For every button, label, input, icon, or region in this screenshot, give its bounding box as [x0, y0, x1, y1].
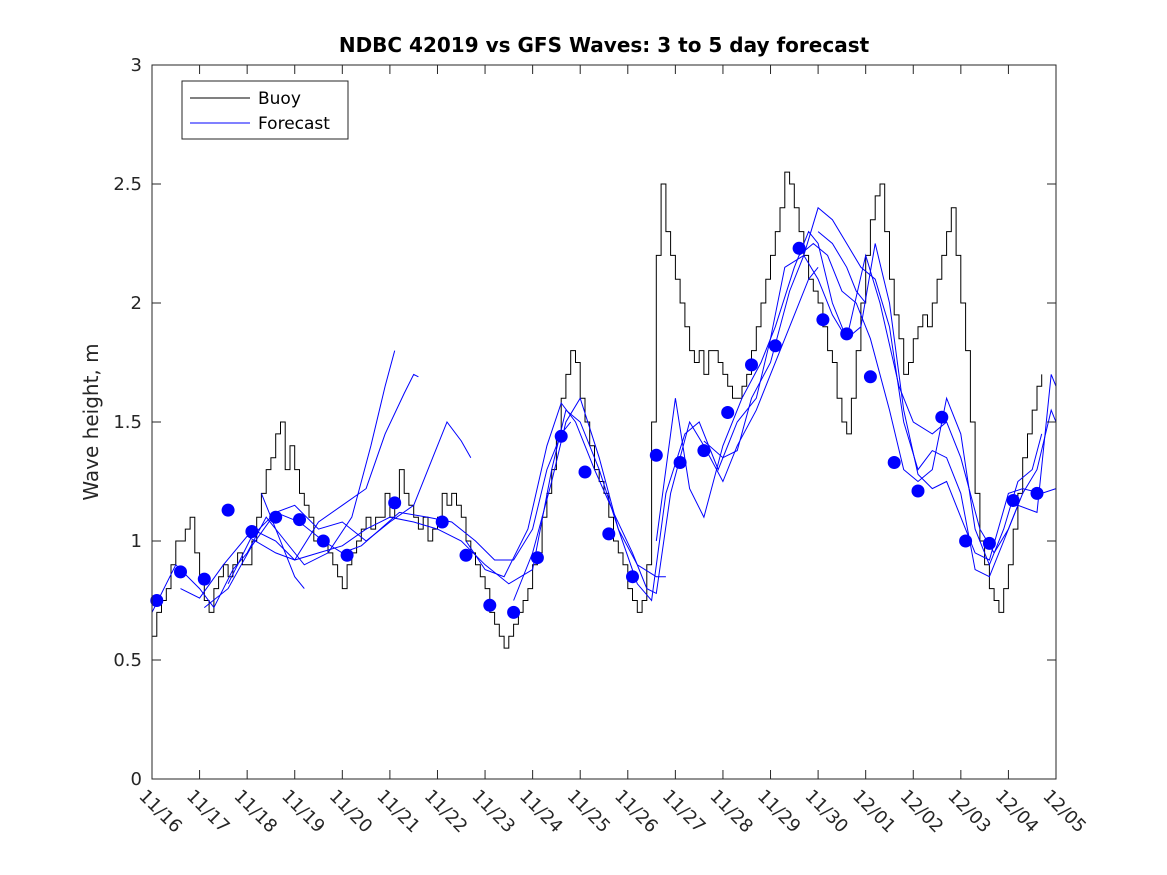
y-tick-label: 1.5 — [113, 412, 142, 433]
forecast-run-line-10 — [703, 206, 1057, 578]
forecast-point-27 — [816, 313, 830, 327]
forecast-run-line-12 — [817, 231, 867, 304]
forecast-point-24 — [745, 358, 758, 372]
forecast-point-29 — [863, 370, 877, 384]
y-tick-label: 0 — [131, 769, 142, 790]
forecast-point-15 — [530, 551, 544, 565]
forecast-point-26 — [792, 241, 806, 255]
forecast-point-22 — [697, 444, 711, 458]
y-tick-label: 1 — [131, 531, 142, 552]
forecast-point-18 — [602, 527, 616, 541]
forecast-point-25 — [768, 339, 782, 353]
forecast-point-28 — [840, 327, 854, 341]
forecast-point-21 — [673, 456, 687, 469]
forecast-run-line-9 — [655, 230, 1057, 561]
forecast-point-5 — [245, 525, 259, 538]
forecast-run-line-2 — [180, 373, 419, 599]
forecast-point-11 — [435, 515, 449, 529]
forecast-point-3 — [197, 572, 211, 586]
y-tick-label: 2.5 — [113, 174, 142, 195]
forecast-point-9 — [340, 548, 354, 562]
plot-background — [152, 65, 1056, 779]
chart-title: NDBC 42019 vs GFS Waves: 3 to 5 day fore… — [339, 33, 870, 57]
legend-forecast-label: Forecast — [258, 114, 330, 134]
forecast-point-33 — [959, 534, 973, 548]
forecast-point-30 — [887, 456, 901, 469]
forecast-point-35 — [1006, 494, 1020, 507]
forecast-run-line-7 — [465, 266, 819, 595]
forecast-run-line-11 — [798, 242, 1043, 567]
forecast-point-32 — [935, 410, 949, 424]
forecast-point-23 — [721, 406, 735, 419]
forecast-point-36 — [1030, 486, 1044, 500]
legend: Buoy Forecast — [181, 80, 349, 140]
forecast-point-7 — [293, 513, 306, 527]
buoy-series-line — [152, 171, 1043, 649]
forecast-point-10 — [388, 496, 402, 510]
forecast-point-12 — [459, 548, 473, 562]
forecast-point-34 — [982, 536, 996, 550]
forecast-point-13 — [483, 598, 497, 612]
forecast-point-4 — [221, 503, 235, 517]
forecast-point-17 — [578, 465, 592, 479]
forecast-point-6 — [269, 510, 283, 524]
plot-area — [150, 65, 1057, 779]
y-tick-label: 2 — [131, 293, 142, 314]
y-tick-label: 0.5 — [113, 650, 142, 671]
y-axis-label: Wave height, m — [79, 343, 103, 500]
forecast-point-31 — [911, 484, 925, 498]
y-tick-label: 3 — [131, 55, 142, 76]
forecast-point-8 — [316, 534, 330, 548]
forecast-point-16 — [554, 429, 568, 443]
forecast-point-14 — [507, 605, 521, 619]
legend-buoy-label: Buoy — [258, 89, 301, 109]
forecast-point-19 — [626, 570, 639, 584]
legend-box — [181, 80, 349, 140]
forecast-point-2 — [174, 565, 187, 579]
forecast-point-20 — [649, 448, 663, 462]
forecast-run-line-3 — [203, 420, 472, 608]
forecast-point-1 — [150, 594, 164, 607]
